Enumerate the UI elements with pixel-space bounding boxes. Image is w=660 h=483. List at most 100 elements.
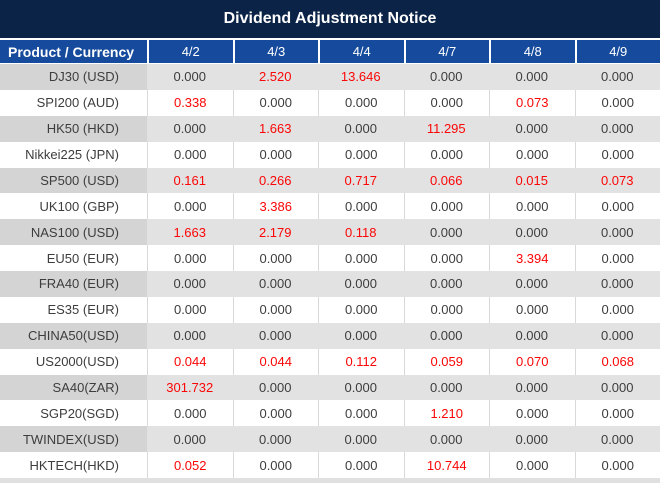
value-cell: 0.000 xyxy=(429,69,463,85)
value-cell: 0.000 xyxy=(574,193,660,220)
value-cell: 0.000 xyxy=(147,245,233,271)
value-cell: 0.068 xyxy=(574,348,660,375)
value-cell: 0.000 xyxy=(258,276,292,292)
value-cell: 0.000 xyxy=(232,296,319,323)
value-cell: 0.073 xyxy=(489,89,575,116)
table-row: NAS100 (USD) 1.663 2.179 0.118 0.000 0.0… xyxy=(0,219,660,246)
value-cell: 0.000 xyxy=(489,141,575,168)
value-cell: 1.663 xyxy=(258,121,292,137)
column-header-date-1: 4/2 xyxy=(147,40,233,63)
value-cell: 0.000 xyxy=(258,379,292,395)
table-row: ES35 (EUR) 0.000 0.000 0.000 0.000 0.000… xyxy=(0,296,660,323)
value-cell: 0.000 xyxy=(232,400,319,427)
table-row: US2000(USD) 0.044 0.044 0.112 0.059 0.07… xyxy=(0,348,660,375)
table-row: UK100 (GBP) 0.000 3.386 0.000 0.000 0.00… xyxy=(0,193,660,220)
value-cell: 10.744 xyxy=(403,452,490,478)
product-name-cell: Nikkei225 (JPN) xyxy=(25,147,119,163)
value-cell: 0.000 xyxy=(173,121,207,137)
value-cell: 0.000 xyxy=(600,431,634,447)
value-cell: 0.000 xyxy=(344,431,378,447)
value-cell: 0.044 xyxy=(147,348,233,375)
value-cell: 0.000 xyxy=(403,89,490,116)
value-cell: 0.000 xyxy=(403,141,490,168)
value-cell: 0.717 xyxy=(344,172,378,188)
column-header-date-6: 4/9 xyxy=(574,40,660,63)
value-cell: 0.000 xyxy=(344,121,378,137)
value-cell: 0.052 xyxy=(147,452,233,478)
value-cell: 0.000 xyxy=(515,121,549,137)
table-row: SA40(ZAR) 301.732 0.000 0.000 0.000 0.00… xyxy=(0,374,660,401)
product-name-cell: US2000(USD) xyxy=(35,354,119,370)
value-cell: 2.179 xyxy=(258,224,292,240)
value-cell: 0.118 xyxy=(344,224,377,240)
product-name-cell: CHINA50(USD) xyxy=(0,322,147,349)
value-cell: 0.000 xyxy=(600,276,634,292)
value-cell: 301.732 xyxy=(166,379,214,395)
product-name-cell: SA40(ZAR) xyxy=(0,374,147,401)
value-cell: 0.000 xyxy=(318,193,404,220)
value-cell: 0.161 xyxy=(173,172,207,188)
value-cell: 0.000 xyxy=(403,245,490,271)
value-cell: 0.000 xyxy=(574,245,660,271)
product-name-cell: SGP20(SGD) xyxy=(40,405,119,421)
title-bar: Dividend Adjustment Notice xyxy=(0,0,660,40)
product-name-cell: HKTECH(HKD) xyxy=(29,457,119,473)
value-cell: 0.000 xyxy=(489,452,575,478)
value-cell: 0.000 xyxy=(515,224,549,240)
value-cell: 0.000 xyxy=(403,296,490,323)
value-cell: 0.000 xyxy=(600,121,634,137)
value-cell: 0.000 xyxy=(489,296,575,323)
value-cell: 0.000 xyxy=(515,431,549,447)
value-cell: 0.000 xyxy=(574,296,660,323)
value-cell: 0.000 xyxy=(318,296,404,323)
table-header-row: Product / Currency 4/2 4/3 4/4 4/7 4/8 4… xyxy=(0,40,660,64)
value-cell: 0.000 xyxy=(318,245,404,271)
table-row: FRA40 (EUR) 0.000 0.000 0.000 0.000 0.00… xyxy=(0,271,660,297)
value-cell: 0.015 xyxy=(515,172,549,188)
value-cell: 2.520 xyxy=(258,69,292,85)
value-cell: 0.000 xyxy=(574,141,660,168)
table-row: HK50 (HKD) 0.000 1.663 0.000 11.295 0.00… xyxy=(0,115,660,142)
value-cell: 0.000 xyxy=(403,193,490,220)
value-cell: 0.000 xyxy=(232,89,319,116)
table-row: EU50 (EUR) 0.000 0.000 0.000 0.000 3.394… xyxy=(0,245,660,271)
value-cell: 0.000 xyxy=(232,245,319,271)
value-cell: 0.000 xyxy=(574,89,660,116)
page-title: Dividend Adjustment Notice xyxy=(223,10,437,27)
product-name-cell: FRA40 (EUR) xyxy=(0,271,147,297)
product-name-cell: EU50 (EUR) xyxy=(46,250,119,266)
value-cell: 0.000 xyxy=(147,296,233,323)
column-header-date-2: 4/3 xyxy=(232,40,319,63)
value-cell: 3.386 xyxy=(232,193,319,220)
value-cell: 11.295 xyxy=(426,121,466,137)
table-row: DJ30 (USD) 0.000 2.520 13.646 0.000 0.00… xyxy=(0,64,660,90)
value-cell: 0.000 xyxy=(173,276,207,292)
value-cell: 0.000 xyxy=(344,276,378,292)
value-cell: 0.000 xyxy=(429,224,463,240)
value-cell: 0.070 xyxy=(489,348,575,375)
value-cell: 0.000 xyxy=(147,141,233,168)
product-name-cell: SP500 (USD) xyxy=(0,167,147,194)
value-cell: 0.266 xyxy=(258,172,292,188)
value-cell: 0.000 xyxy=(344,328,378,344)
value-cell: 0.000 xyxy=(258,431,292,447)
table-row: SP500 (USD) 0.161 0.266 0.717 0.066 0.01… xyxy=(0,167,660,194)
value-cell: 0.000 xyxy=(515,328,549,344)
value-cell: 1.210 xyxy=(403,400,490,427)
value-cell: 0.000 xyxy=(515,69,549,85)
value-cell: 0.000 xyxy=(515,276,549,292)
table-row: SPI200 (AUD) 0.338 0.000 0.000 0.000 0.0… xyxy=(0,89,660,116)
value-cell: 0.000 xyxy=(318,452,404,478)
table-row: TWINDEX(USD) 0.000 0.000 0.000 0.000 0.0… xyxy=(0,426,660,453)
value-cell: 0.000 xyxy=(515,379,549,395)
value-cell: 0.000 xyxy=(429,328,463,344)
table-body: DJ30 (USD) 0.000 2.520 13.646 0.000 0.00… xyxy=(0,64,660,478)
value-cell: 0.000 xyxy=(600,224,634,240)
value-cell: 0.066 xyxy=(429,172,463,188)
column-header-date-3: 4/4 xyxy=(318,40,404,63)
value-cell: 0.000 xyxy=(429,431,463,447)
value-cell: 0.059 xyxy=(403,348,490,375)
column-header-date-4: 4/7 xyxy=(403,40,490,63)
value-cell: 3.394 xyxy=(489,245,575,271)
